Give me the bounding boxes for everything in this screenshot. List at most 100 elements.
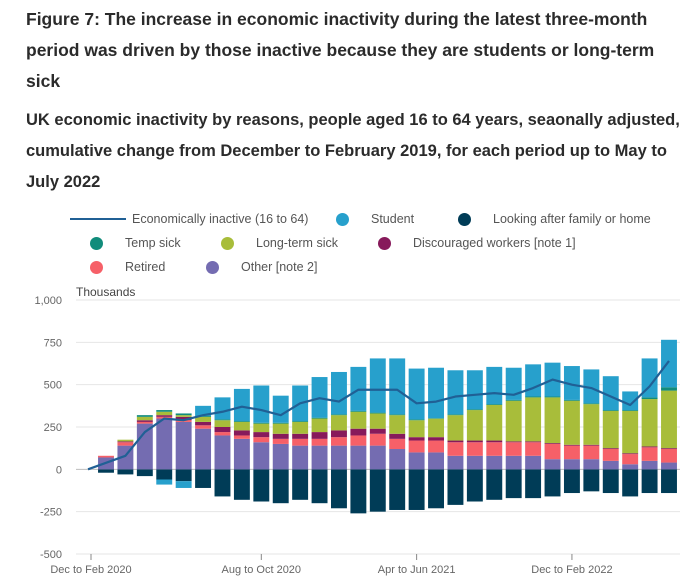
bar-segment xyxy=(369,358,386,413)
bar-segment xyxy=(622,410,639,454)
bar-segment xyxy=(214,435,231,470)
x-tick-label: Dec to Feb 2020 xyxy=(50,564,131,576)
legend-line-swatch xyxy=(70,218,126,220)
bar-segment xyxy=(233,469,250,500)
bar-segment xyxy=(331,437,347,446)
x-tick-labels: Dec to Feb 2020 Aug to Oct 2020 Apr to Jun… xyxy=(50,554,613,576)
bar-segment xyxy=(253,422,270,424)
bar-segment xyxy=(292,433,309,439)
bar-segment xyxy=(447,414,464,416)
bar-segment xyxy=(175,469,192,482)
bar-segment xyxy=(195,416,212,422)
bar-segment xyxy=(350,469,367,514)
legend-item-student: Student xyxy=(336,212,414,226)
bar-segment xyxy=(195,428,212,470)
bar-segment xyxy=(661,448,677,450)
legend-label: Student xyxy=(371,212,415,226)
bar-segment xyxy=(214,420,231,427)
y-tick-label: 1,000 xyxy=(34,295,62,307)
bar-segment xyxy=(136,469,153,477)
x-tick-label: Aug to Oct 2020 xyxy=(222,564,302,576)
bar-segment xyxy=(175,415,192,417)
bar-segment xyxy=(544,443,561,444)
y-tick-label: 750 xyxy=(44,337,62,349)
bar-segment xyxy=(466,455,483,470)
bar-segment xyxy=(311,438,328,446)
bar-segment xyxy=(602,410,619,411)
bar-segment xyxy=(253,385,270,423)
bar-segment xyxy=(195,469,212,488)
bar-segment xyxy=(505,455,522,470)
bar-segment xyxy=(641,399,658,447)
bar-segment xyxy=(408,440,425,453)
bar-segment xyxy=(428,452,444,470)
bar-segment xyxy=(117,439,134,442)
bar-segment xyxy=(389,415,406,434)
bar-segment xyxy=(253,423,270,433)
bar-segment xyxy=(408,420,425,438)
bar-segment xyxy=(350,410,367,412)
bar-segment xyxy=(641,397,658,400)
bar-segment xyxy=(525,441,542,443)
bar-segment xyxy=(622,410,639,411)
bar-segment xyxy=(563,400,580,445)
bar-segment xyxy=(408,368,425,420)
bar-segment xyxy=(505,469,522,499)
bar-segment xyxy=(428,367,444,419)
bar-segment xyxy=(98,455,114,458)
bar-segment xyxy=(641,358,658,398)
bar-segment xyxy=(661,462,677,470)
legend-item-other: Other [note 2] xyxy=(206,260,317,274)
bar-segment xyxy=(389,433,406,439)
bar-segment xyxy=(350,411,367,429)
legend-label: Economically inactive (16 to 64) xyxy=(132,212,309,226)
bar-segment xyxy=(233,438,250,470)
bar-segment xyxy=(195,425,212,429)
bar-segment xyxy=(117,441,134,443)
bar-segment xyxy=(331,469,347,509)
bar-segment xyxy=(408,452,425,470)
bar-segment xyxy=(428,469,444,509)
bar-segment xyxy=(369,469,386,512)
bar-segment xyxy=(447,370,464,415)
y-tick-label: -250 xyxy=(40,507,62,519)
bar-segment xyxy=(486,442,503,456)
bar-segment xyxy=(233,421,250,422)
bar-segment xyxy=(350,445,367,470)
bar-segment xyxy=(311,432,328,439)
bar-segment xyxy=(175,421,192,470)
bar-segment xyxy=(292,421,309,434)
bar-segment xyxy=(195,421,212,426)
bar-segment xyxy=(195,405,212,416)
x-tick-label: Apr to Jun 2021 xyxy=(378,564,456,576)
bar-segment xyxy=(447,455,464,470)
bar-segment xyxy=(486,469,503,500)
bar-segment xyxy=(136,416,153,421)
bar-segment xyxy=(583,404,600,445)
bar-segment xyxy=(389,449,406,470)
bar-segment xyxy=(369,412,386,414)
chart-legend: Economically inactive (16 to 64) Student… xyxy=(0,208,700,278)
bar-segment xyxy=(602,376,619,411)
bar-segment xyxy=(525,469,542,499)
bar-segment xyxy=(505,441,522,443)
bar-segment xyxy=(641,460,658,470)
bar-segment xyxy=(156,418,173,470)
bar-segment xyxy=(563,366,580,400)
bar-segment xyxy=(117,469,134,475)
bar-segment xyxy=(602,410,619,449)
bar-segment xyxy=(136,415,153,417)
bar-segment xyxy=(408,437,425,441)
bar-segment xyxy=(369,413,386,429)
legend-label: Long-term sick xyxy=(256,236,338,250)
bar-segment xyxy=(389,358,406,415)
bar-segment xyxy=(563,444,580,446)
bar-segment xyxy=(214,419,231,421)
bar-segment xyxy=(525,397,542,442)
bar-segment xyxy=(408,469,425,510)
bar-segment xyxy=(331,430,347,438)
bar-segment xyxy=(466,409,483,411)
bar-segment xyxy=(525,455,542,470)
bar-segment xyxy=(641,469,658,494)
bar-segment xyxy=(447,469,464,505)
